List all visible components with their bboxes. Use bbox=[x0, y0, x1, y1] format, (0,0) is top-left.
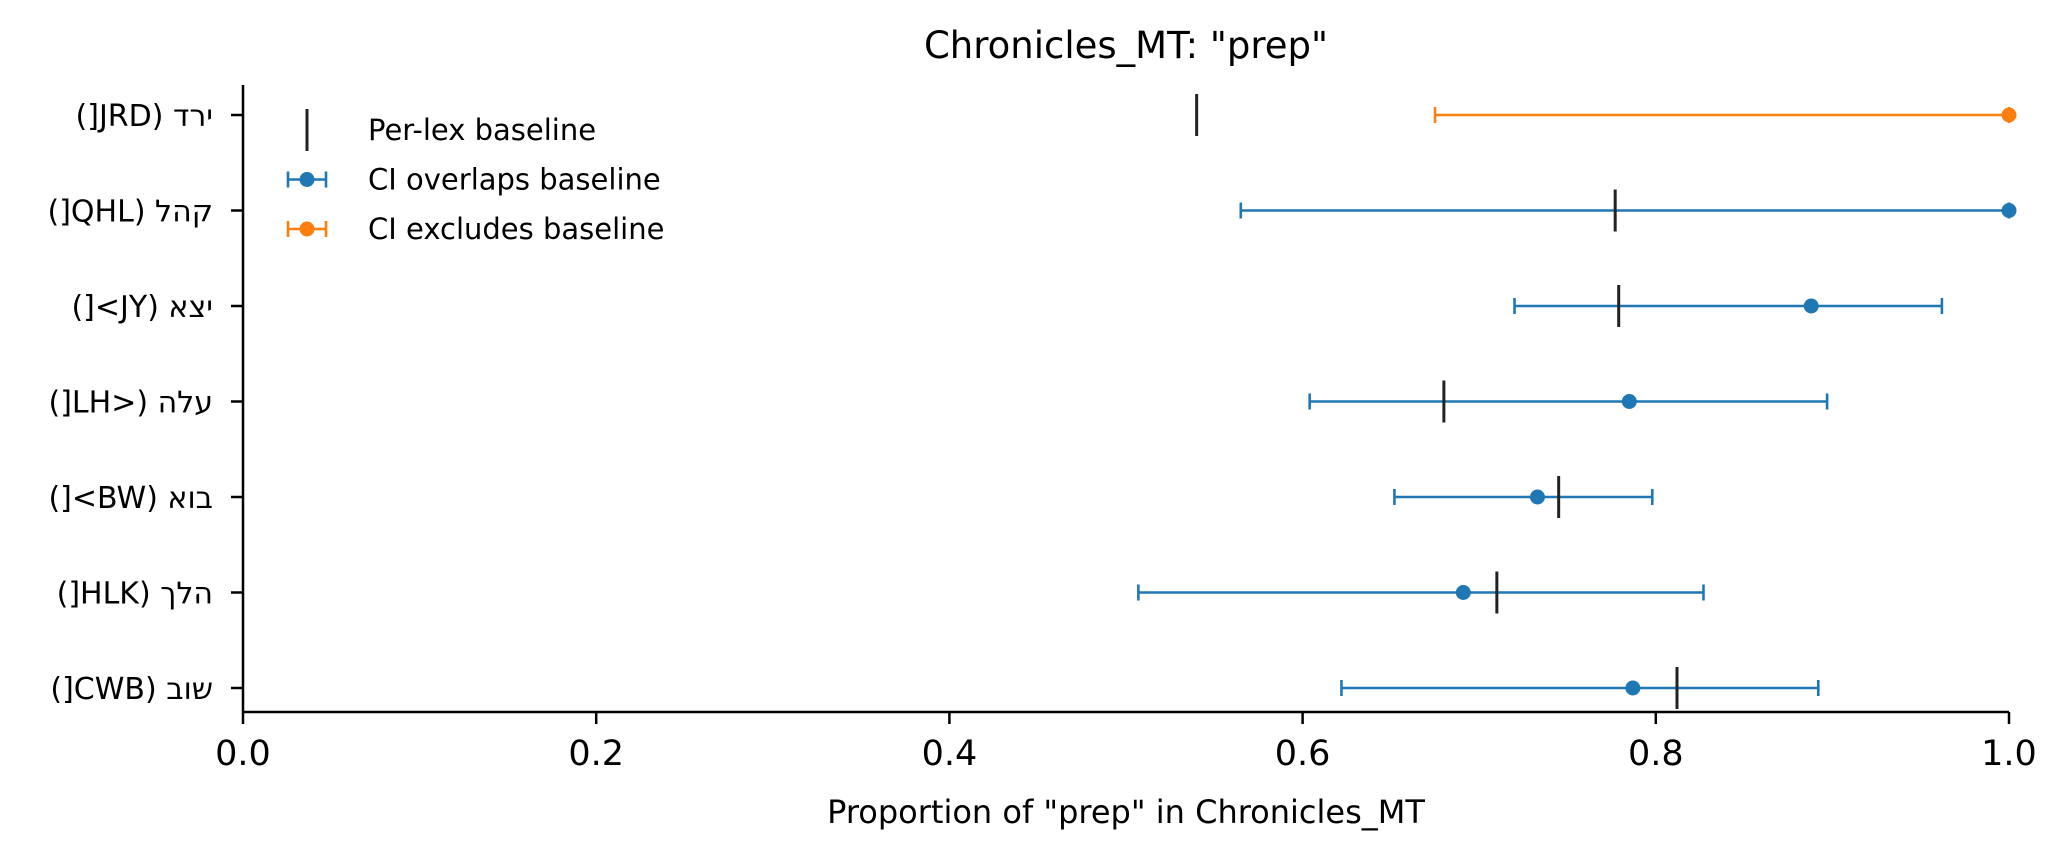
x-tick-label: 0.2 bbox=[568, 734, 624, 774]
data-row bbox=[1239, 189, 2017, 232]
x-axis-label: Proportion of "prep" in Chronicles_MT bbox=[827, 793, 1425, 831]
y-tick-label: הלך (HLK[) bbox=[57, 577, 213, 612]
data-row bbox=[1513, 285, 1944, 327]
x-tick-label: 0.4 bbox=[922, 734, 978, 774]
estimate-point bbox=[2001, 107, 2017, 123]
data-row bbox=[1340, 667, 1820, 709]
x-tick-label: 0.8 bbox=[1628, 734, 1684, 774]
y-tick-label: עלה (<LH[) bbox=[48, 386, 213, 421]
chart-title: Chronicles_MT: "prep" bbox=[924, 24, 1328, 67]
estimate-point bbox=[1529, 489, 1545, 505]
x-tick-label: 0.0 bbox=[215, 734, 271, 774]
legend-overlaps-swatch bbox=[286, 171, 328, 188]
legend-label: CI overlaps baseline bbox=[368, 163, 661, 197]
data-row bbox=[1195, 94, 2017, 136]
plot-area bbox=[1137, 94, 2017, 709]
estimate-point bbox=[1803, 298, 1819, 314]
y-tick-label: קהל (QHL[) bbox=[48, 195, 214, 230]
legend-label: Per-lex baseline bbox=[368, 113, 596, 147]
x-tick-label: 0.6 bbox=[1275, 734, 1331, 774]
y-tick-label: שוב (CWB[) bbox=[50, 672, 213, 707]
legend: Per-lex baseline CI overlaps baseline CI e… bbox=[286, 109, 664, 246]
data-row bbox=[1308, 380, 1829, 423]
estimate-point bbox=[1625, 680, 1641, 696]
data-row bbox=[1137, 571, 1705, 614]
y-tick-label: יצא (JY>[) bbox=[71, 290, 213, 325]
estimate-point bbox=[1455, 585, 1471, 600]
legend-swatch-dot bbox=[299, 221, 315, 237]
data-row bbox=[1393, 476, 1654, 518]
legend-label: CI excludes baseline bbox=[368, 212, 664, 246]
legend-excludes-swatch bbox=[286, 221, 328, 237]
x-tick-label: 1.0 bbox=[1981, 734, 2037, 774]
y-tick-label: בוא (BW>[) bbox=[48, 481, 213, 516]
axes: 0.0 0.2 0.4 0.6 0.8 1.0 ירד (JRD[) קהל (QHL[) יצ… bbox=[48, 85, 2037, 774]
legend-swatch-dot bbox=[299, 172, 315, 187]
estimate-point bbox=[2001, 203, 2017, 218]
y-tick-label: ירד (JRD[) bbox=[76, 99, 213, 134]
estimate-point bbox=[1621, 394, 1637, 409]
